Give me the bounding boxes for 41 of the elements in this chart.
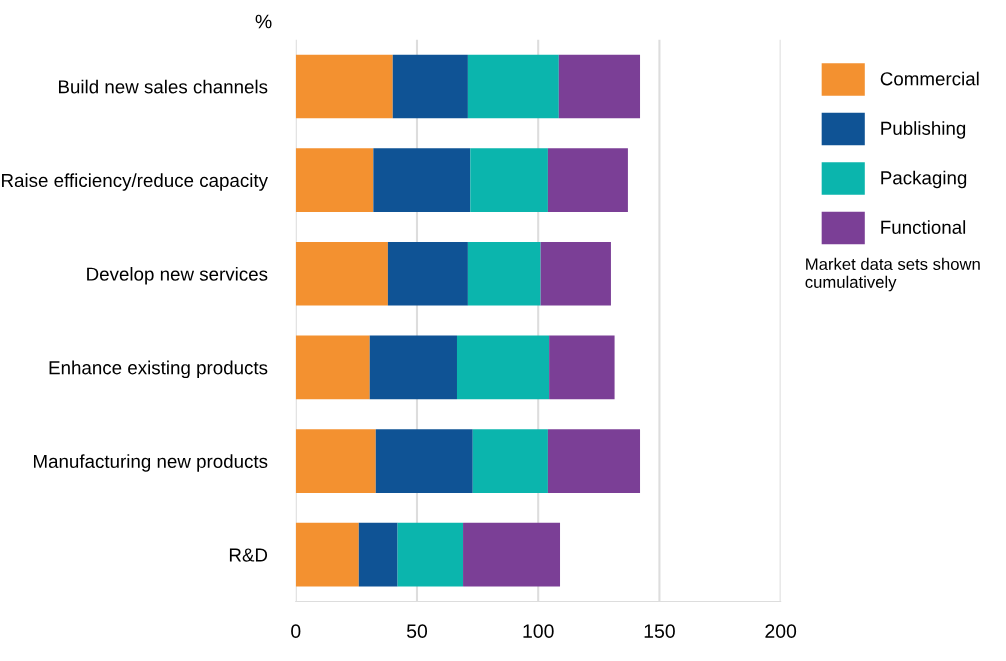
- bar: [392, 54, 468, 119]
- y-tick-label: Raise efficiency/reduce capacity: [2, 173, 268, 191]
- bar: [456, 335, 550, 400]
- bar: [558, 54, 641, 119]
- bar: [463, 522, 561, 587]
- x-tick-label: 0: [291, 624, 301, 639]
- legend-label: Packaging: [881, 170, 967, 189]
- bar: [470, 148, 548, 212]
- bar: [547, 148, 628, 212]
- legend-label: Functional: [881, 220, 966, 234]
- bar: [295, 335, 370, 400]
- bar: [295, 522, 359, 587]
- y-tick-label: Develop new services: [87, 266, 268, 285]
- bar: [373, 148, 471, 212]
- bar: [295, 429, 376, 493]
- bar: [369, 335, 457, 400]
- bar: [549, 335, 615, 400]
- y-tick-label: Build new sales channels: [58, 79, 268, 94]
- y-tick-label: R&D: [229, 548, 268, 562]
- bar: [295, 54, 393, 119]
- y-tick-label: Enhance existing products: [49, 360, 268, 379]
- bar: [467, 54, 559, 119]
- x-tick-label: 50: [406, 624, 428, 639]
- x-tick-label: 100: [523, 624, 554, 639]
- legend-label: Commercial: [880, 71, 979, 86]
- x-tick-label: 150: [644, 624, 675, 639]
- text: %: [255, 14, 272, 29]
- bar: [295, 148, 374, 212]
- bar: [295, 241, 388, 306]
- bar: [397, 522, 464, 587]
- y-tick-label: Manufacturing new products: [34, 454, 268, 472]
- x-tick-label: 200: [765, 624, 797, 639]
- bar: [547, 429, 641, 493]
- text: Market data sets shown cumulatively: [805, 257, 980, 292]
- bar: [358, 522, 398, 587]
- bar: [540, 241, 611, 306]
- bar: [375, 429, 473, 493]
- bar: [467, 241, 541, 306]
- bar: [387, 241, 468, 306]
- legend-label: Publishing: [881, 121, 966, 139]
- bar: [472, 429, 548, 493]
